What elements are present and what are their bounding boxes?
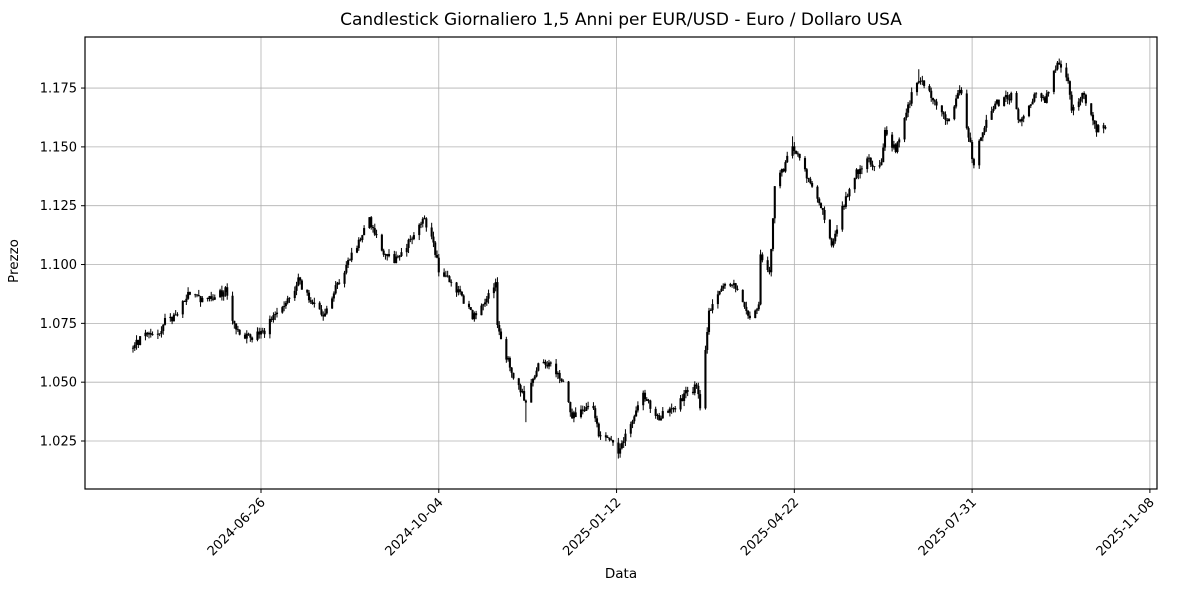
x-tick-label: 2024-06-26 <box>205 495 269 559</box>
x-tick-label: 2025-07-31 <box>916 495 980 559</box>
y-tick-label: 1.075 <box>40 317 77 332</box>
y-tick-label: 1.175 <box>40 82 77 97</box>
axis-ticks <box>81 87 1151 493</box>
candle-series <box>131 58 1107 459</box>
x-tick-label: 2025-11-08 <box>1094 495 1158 559</box>
y-tick-label: 1.125 <box>40 199 77 214</box>
y-tick-label: 1.100 <box>40 258 77 273</box>
chart-title: Candlestick Giornaliero 1,5 Anni per EUR… <box>340 10 902 30</box>
x-tick-label: 2025-01-12 <box>560 495 624 559</box>
x-tick-label: 2025-04-22 <box>738 495 802 559</box>
y-tick-label: 1.025 <box>40 435 77 450</box>
plot-border <box>84 36 1158 490</box>
y-tick-label: 1.050 <box>40 376 77 391</box>
grid-lines <box>85 37 1157 489</box>
x-axis-label: Data <box>604 566 638 582</box>
y-tick-label: 1.150 <box>40 140 77 155</box>
axis-tick-labels: 1.025 1.050 1.075 1.100 1.125 1.150 1.175 2024-… <box>40 82 1158 560</box>
x-tick-label: 2024-10-04 <box>383 495 447 559</box>
